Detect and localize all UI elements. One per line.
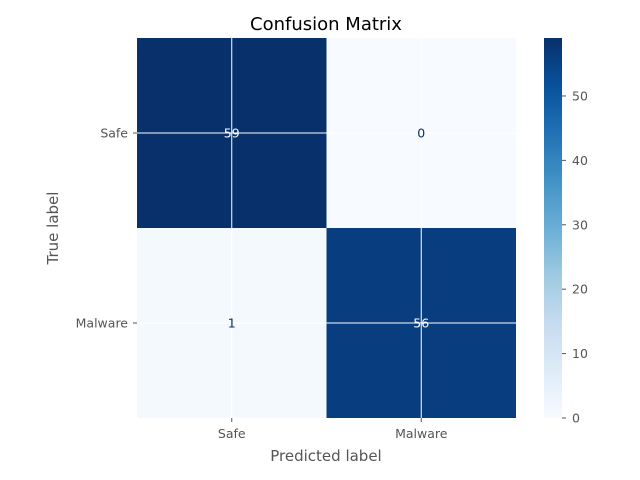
colorbar-tick-label-2: 20 bbox=[572, 282, 588, 297]
colorbar-tick-label-5: 50 bbox=[572, 88, 588, 103]
x-axis-label: Predicted label bbox=[270, 447, 381, 465]
x-axis-ticks: Safe Malware bbox=[218, 418, 448, 441]
heatmap-cells bbox=[137, 38, 516, 418]
colorbar-tick-label-4: 40 bbox=[572, 153, 588, 168]
chart-title: Confusion Matrix bbox=[250, 14, 402, 35]
colorbar-tick-label-1: 10 bbox=[572, 346, 588, 361]
x-tick-label-0: Safe bbox=[218, 426, 246, 441]
colorbar-tick-label-3: 30 bbox=[572, 217, 588, 232]
cell-value-0-1: 0 bbox=[417, 126, 425, 141]
cell-value-0-0: 59 bbox=[224, 126, 240, 141]
gridlines bbox=[137, 38, 516, 418]
cell-value-1-1: 56 bbox=[413, 316, 429, 331]
y-axis-label: True label bbox=[44, 192, 62, 266]
y-tick-label-0: Safe bbox=[100, 126, 128, 141]
cell-value-1-0: 1 bbox=[228, 316, 236, 331]
colorbar-tick-label-0: 0 bbox=[572, 411, 580, 426]
x-tick-label-1: Malware bbox=[395, 426, 448, 441]
y-tick-label-1: Malware bbox=[76, 316, 129, 331]
y-axis-ticks: Safe Malware bbox=[76, 126, 137, 331]
colorbar bbox=[544, 38, 562, 418]
colorbar-ticks: 0 10 20 30 40 50 bbox=[562, 88, 588, 426]
cell-value-labels: 59 0 1 56 bbox=[224, 126, 429, 331]
